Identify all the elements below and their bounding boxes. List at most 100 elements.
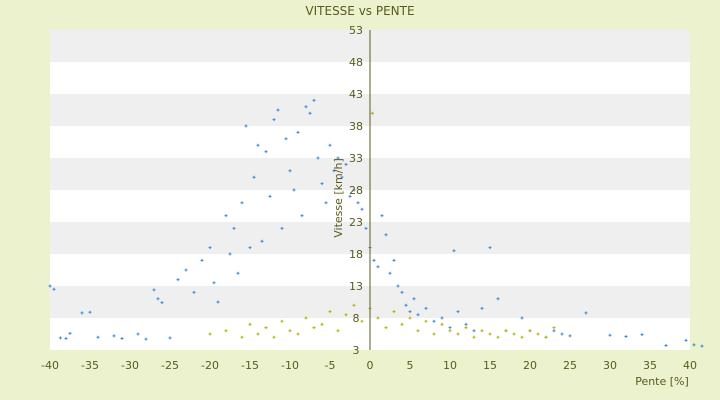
x-tick-label: -40 bbox=[41, 359, 59, 372]
series-layer bbox=[48, 98, 704, 348]
data-point bbox=[256, 143, 260, 147]
data-point bbox=[364, 226, 368, 230]
y-tick-label: 18 bbox=[349, 248, 363, 261]
y-tick-label: 43 bbox=[349, 88, 363, 101]
data-point bbox=[424, 306, 428, 310]
data-point bbox=[352, 303, 356, 307]
data-point bbox=[700, 344, 704, 348]
data-point bbox=[472, 335, 476, 339]
data-point bbox=[370, 111, 374, 115]
data-point bbox=[448, 326, 452, 330]
data-point bbox=[244, 124, 248, 128]
data-point bbox=[136, 332, 140, 336]
x-tick-label: -30 bbox=[121, 359, 139, 372]
data-point bbox=[272, 118, 276, 122]
data-point bbox=[332, 169, 336, 173]
x-tick-label: 0 bbox=[367, 359, 374, 372]
x-tick-label: -20 bbox=[201, 359, 219, 372]
data-point bbox=[640, 333, 644, 337]
data-point bbox=[252, 175, 256, 179]
data-point bbox=[472, 329, 476, 333]
data-point bbox=[488, 332, 492, 336]
data-point bbox=[336, 329, 340, 333]
data-point bbox=[480, 306, 484, 310]
data-point bbox=[216, 300, 220, 304]
data-point bbox=[208, 246, 212, 250]
data-point bbox=[504, 329, 508, 333]
data-point bbox=[212, 281, 216, 285]
data-point bbox=[376, 316, 380, 320]
data-point bbox=[344, 162, 348, 166]
data-point bbox=[520, 316, 524, 320]
data-point bbox=[376, 265, 380, 269]
data-point bbox=[168, 336, 172, 340]
data-point bbox=[392, 258, 396, 262]
data-point bbox=[448, 329, 452, 333]
data-point bbox=[544, 335, 548, 339]
data-point bbox=[256, 332, 260, 336]
data-point bbox=[80, 311, 84, 315]
data-point bbox=[424, 319, 428, 323]
data-point bbox=[432, 332, 436, 336]
x-tick-label: -10 bbox=[281, 359, 299, 372]
y-tick-label: 48 bbox=[349, 56, 363, 69]
data-point bbox=[232, 226, 236, 230]
data-point bbox=[260, 239, 264, 243]
series bbox=[48, 98, 704, 348]
data-point bbox=[456, 310, 460, 314]
data-point bbox=[192, 290, 196, 294]
data-point bbox=[68, 331, 72, 335]
x-tick-label: 30 bbox=[603, 359, 617, 372]
data-point bbox=[416, 329, 420, 333]
data-point bbox=[360, 207, 364, 211]
data-point bbox=[584, 311, 588, 315]
data-point bbox=[372, 258, 376, 262]
data-point bbox=[456, 332, 460, 336]
y-tick-label: 28 bbox=[349, 184, 363, 197]
data-point bbox=[552, 329, 556, 333]
data-point bbox=[304, 316, 308, 320]
data-point bbox=[264, 326, 268, 330]
data-point bbox=[144, 337, 148, 341]
data-point bbox=[464, 326, 468, 330]
data-point bbox=[608, 333, 612, 337]
y-tick-label: 3 bbox=[353, 344, 360, 357]
x-tick-label: 20 bbox=[523, 359, 537, 372]
data-point bbox=[496, 335, 500, 339]
data-point bbox=[296, 332, 300, 336]
data-point bbox=[568, 334, 572, 338]
data-point bbox=[692, 343, 696, 347]
data-point bbox=[356, 201, 360, 205]
data-point bbox=[276, 108, 280, 112]
data-point bbox=[312, 98, 316, 102]
data-point bbox=[336, 156, 340, 160]
data-point bbox=[624, 335, 628, 339]
x-tick-label: 35 bbox=[643, 359, 657, 372]
data-point bbox=[280, 226, 284, 230]
data-point bbox=[224, 214, 228, 218]
x-tick-label: 15 bbox=[483, 359, 497, 372]
data-point bbox=[684, 338, 688, 342]
data-point bbox=[320, 322, 324, 326]
data-point bbox=[488, 246, 492, 250]
data-point bbox=[388, 271, 392, 275]
data-point bbox=[112, 334, 116, 338]
data-point bbox=[288, 169, 292, 173]
data-point bbox=[288, 329, 292, 333]
data-point bbox=[344, 313, 348, 317]
data-point bbox=[560, 332, 564, 336]
data-point bbox=[384, 326, 388, 330]
data-point bbox=[324, 201, 328, 205]
data-point bbox=[264, 150, 268, 154]
y-tick-label: 38 bbox=[349, 120, 363, 133]
data-point bbox=[432, 319, 436, 323]
data-point bbox=[176, 278, 180, 282]
data-point bbox=[58, 336, 62, 340]
data-point bbox=[664, 344, 668, 348]
data-point bbox=[272, 335, 276, 339]
data-point bbox=[340, 175, 344, 179]
data-point bbox=[308, 111, 312, 115]
data-point bbox=[380, 214, 384, 218]
